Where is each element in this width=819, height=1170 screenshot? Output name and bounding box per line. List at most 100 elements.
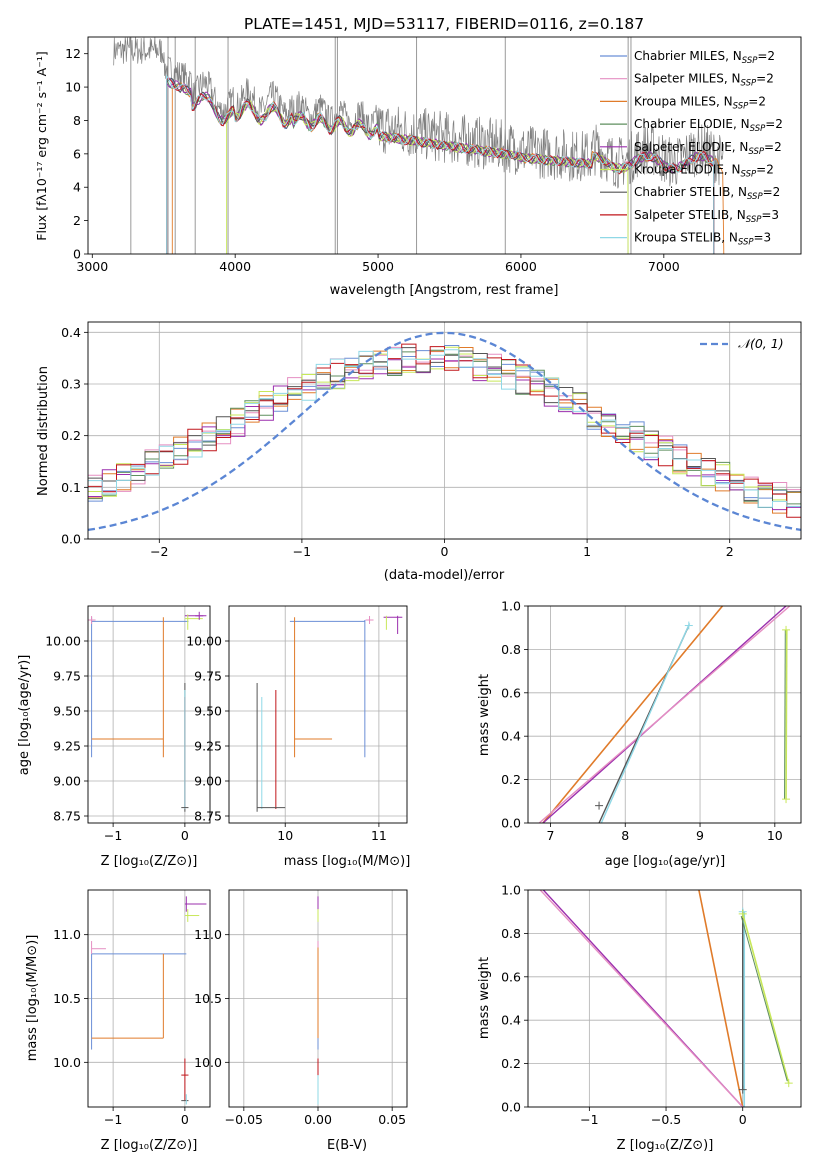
x-tick-label: 0 [739, 1112, 747, 1127]
axes-frame [87, 36, 802, 255]
y-tick-label: 0.2 [61, 428, 81, 443]
mass-vs-z-panel: −1 0 10.0 10.5 11.0 Z [log₁₀(Z/Z⊙)] mass [lo… [25, 889, 211, 1153]
x-tick-label: 0 [441, 544, 449, 559]
x-tick-label: −1 [293, 544, 311, 559]
x-tick-label: 1 [583, 544, 591, 559]
y-tick-label: 0.4 [61, 325, 81, 340]
plot-area [256, 615, 403, 812]
legend-label: Salpeter MILES, NSSP=2 [634, 72, 774, 89]
axes-frame [527, 605, 802, 824]
legend-label: Chabrier MILES, NSSP=2 [634, 49, 775, 66]
mass-vs-ebv-panel: −0.05 0.00 0.05 10.0 10.5 11.0 E(B-V) [194, 889, 408, 1153]
y-tick-label: 10.5 [53, 991, 81, 1006]
spectrum-legend: Chabrier MILES, NSSP=2 Salpeter MILES, NS… [600, 49, 783, 248]
mass-vs-z-xlabel: Z [log₁₀(Z/Z⊙)] [101, 1138, 198, 1153]
y-tick-label: 10.0 [53, 1055, 81, 1070]
model-spectrum-line [166, 74, 715, 254]
observed-spectrum [113, 37, 724, 189]
spectrum-ylabel: Flux [fλ10⁻¹⁷ erg cm⁻² s⁻¹ A⁻¹] [34, 51, 49, 240]
y-tick-label: 0.3 [61, 377, 81, 392]
spectrum-xlabel: wavelength [Angstrom, rest frame] [330, 283, 559, 298]
mass-weight-line [600, 623, 691, 823]
y-tick-label: 2 [73, 213, 81, 228]
histogram-step [88, 348, 801, 508]
y-tick-label: 10.00 [45, 634, 81, 649]
y-tick-label: 0.1 [61, 480, 81, 495]
mass-weight-line [740, 915, 788, 1082]
mass-weight-line [539, 890, 744, 1107]
x-tick-label: 6000 [505, 259, 537, 274]
y-tick-label: 9.50 [53, 704, 81, 719]
gaussian-curve [88, 331, 801, 532]
y-tick-label: 0.4 [501, 729, 521, 744]
y-tick-label: 6 [73, 146, 81, 161]
axes-frame [228, 605, 408, 824]
y-tick-label: 0.4 [501, 1013, 521, 1028]
plot-area [539, 890, 793, 1107]
x-tick-label: 7 [546, 828, 554, 843]
x-tick-label: 5000 [362, 259, 394, 274]
y-tick-label: 10.00 [186, 634, 222, 649]
x-tick-label: −0.05 [225, 1112, 263, 1127]
y-tick-label: 0 [73, 247, 81, 262]
weight-vs-age-xlabel: age [log₁₀(age/yr)] [605, 854, 726, 869]
y-tick-label: 9.75 [53, 669, 81, 684]
mass-weight-line [741, 913, 790, 1084]
weight-vs-z-plot: −1 −0.5 0 0.0 0.2 0.4 0.6 0.8 1.0 [501, 883, 802, 1127]
plot-area [538, 606, 791, 823]
spectrum-plot: 3000 4000 5000 6000 7000 0 2 4 6 8 10 12 [65, 36, 802, 274]
x-tick-label: −2 [150, 544, 168, 559]
y-tick-label: 0.6 [501, 969, 521, 984]
model-spectrum-line [166, 77, 715, 254]
mass-weight-line [784, 629, 786, 800]
x-tick-label: 0.00 [304, 1112, 332, 1127]
weight-vs-z-panel: −1 −0.5 0 0.0 0.2 0.4 0.6 0.8 1.0 Z [log₁₀(Z/Z⊙)… [477, 883, 802, 1153]
x-tick-label: 10 [277, 828, 293, 843]
x-tick-label: −0.5 [651, 1112, 681, 1127]
plot-area [88, 611, 207, 812]
y-tick-label: 8 [73, 113, 81, 128]
mass-weight-line [785, 629, 788, 800]
age-vs-z-plot: −1 0 8.75 9.00 9.25 9.50 9.75 10.00 [45, 605, 211, 843]
spectrum-title: PLATE=1451, MJD=53117, FIBERID=0116, z=0… [244, 15, 644, 33]
axes-frame [87, 605, 211, 824]
age-vs-z-panel: −1 0 8.75 9.00 9.25 9.50 9.75 10.00 Z [log₁₀(Z/… [17, 605, 211, 869]
axes-frame [87, 889, 211, 1108]
mass-weight-line [538, 606, 791, 823]
x-tick-label: 7000 [648, 259, 680, 274]
mass-weight-line [698, 890, 744, 1107]
y-tick-label: 12 [65, 46, 81, 61]
y-tick-label: 1.0 [501, 599, 521, 614]
legend-label: Kroupa STELIB, NSSP=3 [634, 231, 771, 248]
legend-label: Salpeter STELIB, NSSP=3 [634, 208, 779, 225]
plot-area [91, 896, 207, 1105]
mass-vs-z-plot: −1 0 10.0 10.5 11.0 [53, 889, 211, 1127]
y-tick-label: 0.8 [501, 642, 521, 657]
weight-vs-z-ylabel: mass weight [477, 957, 492, 1039]
weight-vs-age-panel: 7 8 9 10 0.0 0.2 0.4 0.6 0.8 1.0 age [log₁₀(age/y… [477, 599, 802, 869]
axes-frame [527, 889, 802, 1108]
y-tick-label: 10.0 [194, 1055, 222, 1070]
y-tick-label: 0.0 [501, 1100, 521, 1115]
legend-label: Kroupa ELODIE, NSSP=2 [634, 163, 774, 180]
y-tick-label: 4 [73, 180, 81, 195]
legend-label: Chabrier ELODIE, NSSP=2 [634, 117, 783, 134]
y-tick-label: 0.8 [501, 926, 521, 941]
x-tick-label: 0.05 [378, 1112, 406, 1127]
y-tick-label: 9.25 [53, 739, 81, 754]
y-tick-label: 11.0 [53, 927, 81, 942]
age-vs-z-xlabel: Z [log₁₀(Z/Z⊙)] [101, 854, 198, 869]
mass-vs-z-ylabel: mass [log₁₀(M/M⊙)] [25, 935, 40, 1062]
residuals-ylabel: Normed distribution [36, 366, 51, 496]
legend-label: Chabrier STELIB, NSSP=2 [634, 185, 780, 202]
histogram-step [88, 343, 801, 518]
x-tick-label: 9 [696, 828, 704, 843]
y-tick-label: 0.2 [501, 772, 521, 787]
legend-label: Salpeter ELODIE, NSSP=2 [634, 140, 782, 157]
x-tick-label: −1 [104, 1112, 122, 1127]
y-tick-label: 0.0 [61, 532, 81, 547]
y-tick-label: 10.5 [194, 991, 222, 1006]
legend-label: 𝒩(0, 1) [738, 336, 784, 351]
y-tick-label: 10 [65, 80, 81, 95]
